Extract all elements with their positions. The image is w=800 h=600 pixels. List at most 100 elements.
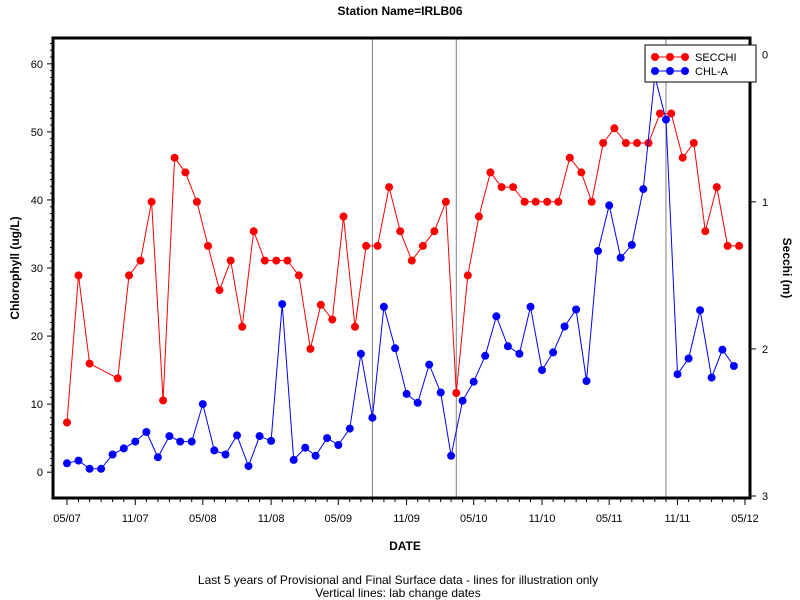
secchi-point [215, 286, 224, 295]
secchi-point [610, 124, 619, 133]
chl-a-point [402, 389, 411, 398]
left-tick-label: 30 [31, 263, 43, 275]
x-tick-label: 05/08 [189, 513, 217, 525]
secchi-point [113, 374, 122, 383]
chl-a-point [210, 446, 219, 455]
left-tick-label: 0 [37, 467, 43, 479]
secchi-point [667, 109, 676, 118]
footnote-line-1: Last 5 years of Provisional and Final Su… [198, 573, 598, 587]
x-axis: 05/07 11/07 05/08 11/08 05/09 11/09 05/10 11/10… [53, 498, 759, 525]
chl-a-point [662, 115, 670, 124]
secchi-point [316, 300, 325, 309]
chl-a-point [560, 322, 569, 331]
chl-a-point [639, 185, 648, 194]
secchi-point [272, 256, 281, 265]
secchi-point [283, 256, 292, 265]
secchi-point [463, 271, 472, 280]
chl-a-point [368, 413, 377, 422]
secchi-point [192, 197, 201, 206]
chl-a-point [345, 424, 354, 433]
x-tick-label: 05/12 [731, 513, 759, 525]
legend-chla-marker [651, 67, 659, 75]
chl-a-point [85, 464, 94, 473]
chl-a-point [119, 444, 128, 453]
secchi-point [565, 153, 574, 162]
left-tick-label: 60 [31, 59, 43, 71]
x-axis-title: DATE [389, 539, 421, 553]
secchi-point [249, 227, 258, 236]
secchi-point [474, 212, 483, 221]
lab-change-lines [371, 39, 667, 497]
chl-a-point [582, 377, 591, 385]
x-tick-label: 11/11 [665, 513, 691, 525]
secchi-point [441, 197, 450, 206]
chl-a-point [436, 388, 445, 397]
chl-a-point [323, 434, 332, 443]
left-tick-label: 50 [31, 127, 43, 139]
chl-a-point [63, 459, 71, 468]
series-layer [63, 72, 744, 473]
secchi-point [712, 183, 721, 192]
secchi-point [170, 153, 179, 162]
secchi-point [497, 183, 506, 192]
chl-a-point [515, 349, 524, 358]
x-tick-label: 05/11 [596, 513, 623, 525]
legend-box [644, 44, 757, 83]
secchi-point [238, 322, 247, 331]
x-tick-label: 11/07 [122, 513, 149, 525]
secchi-point [181, 168, 190, 177]
right-tick-label: 2 [762, 344, 768, 356]
chl-a-point [176, 437, 185, 446]
secchi-point [396, 227, 405, 236]
secchi-point [260, 256, 269, 265]
secchi-point [74, 271, 83, 280]
secchi-point [407, 256, 416, 265]
secchi-point [328, 315, 337, 324]
legend-secchi-label: SECCHI [695, 52, 737, 64]
x-tick-label: 05/10 [460, 513, 488, 525]
chl-a-point [707, 373, 716, 382]
left-tick-label: 20 [31, 331, 43, 343]
chl-a-point [255, 432, 264, 441]
secchi-point [543, 197, 552, 206]
secchi-point [204, 241, 212, 250]
chl-a-point [334, 441, 343, 449]
chl-a-point [696, 306, 705, 315]
chl-a-point [458, 396, 467, 405]
chl-a-point [311, 451, 320, 460]
secchi-point [430, 227, 439, 236]
secchi-point [294, 271, 303, 280]
secchi-point [486, 168, 495, 177]
chl-a-point [594, 247, 602, 255]
legend-secchi-marker [666, 53, 674, 61]
chl-a-point [469, 377, 478, 386]
secchi-point [633, 139, 641, 147]
secchi-point [159, 396, 168, 405]
right-axis: 0 1 2 3 [750, 50, 768, 503]
secchi-point [644, 139, 653, 147]
legend-chla-marker [666, 67, 674, 75]
secchi-point [509, 183, 518, 192]
chl-a-point [278, 300, 287, 309]
chl-a-point [425, 360, 434, 369]
chl-a-point [233, 431, 241, 440]
secchi-point [373, 241, 382, 250]
chl-a-series-line [66, 75, 735, 470]
chl-a-point [244, 462, 253, 471]
secchi-point [520, 197, 529, 206]
secchi-point [339, 212, 348, 221]
secchi-series-line [66, 113, 740, 423]
chl-a-point [153, 453, 162, 462]
chl-a-point [627, 240, 636, 249]
x-tick-label: 11/08 [258, 513, 285, 525]
right-tick-label: 1 [762, 197, 768, 209]
chl-a-point [187, 437, 196, 446]
left-tick-label: 10 [31, 399, 43, 411]
secchi-point [621, 139, 630, 147]
chl-a-point [198, 400, 207, 409]
chl-a-point [74, 456, 83, 465]
legend-secchi-marker [651, 53, 659, 61]
secchi-point [226, 256, 235, 265]
chl-a-point [413, 398, 422, 407]
